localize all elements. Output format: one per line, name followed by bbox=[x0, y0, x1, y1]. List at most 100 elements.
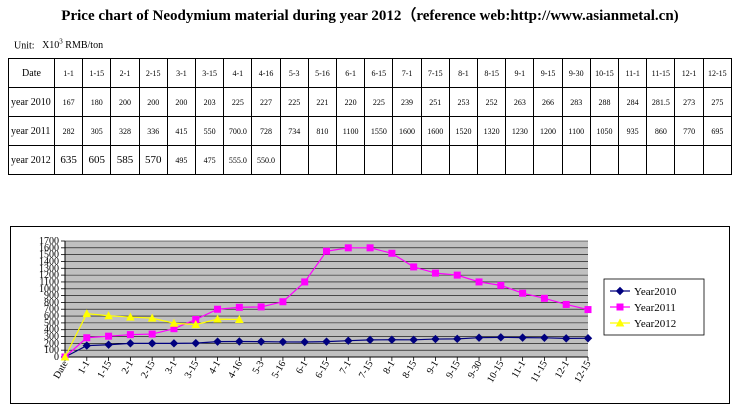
table-cell: 1050 bbox=[589, 116, 620, 146]
x-tick-label: 12-15 bbox=[572, 359, 593, 385]
y-tick-label: 1000 bbox=[39, 284, 59, 295]
table-row: year 2012 635 605 585 570 495 475 555.0 550.0 bbox=[8, 145, 733, 175]
table-cell: 555.0 bbox=[223, 145, 253, 175]
date-cell: 7-15 bbox=[420, 58, 450, 88]
unit-prefix: Unit: bbox=[14, 40, 35, 52]
data-point bbox=[344, 244, 352, 252]
table-cell: 1320 bbox=[477, 116, 507, 146]
data-point bbox=[301, 278, 309, 286]
row-label: year 2011 bbox=[8, 116, 55, 146]
date-cell: 7-1 bbox=[392, 58, 422, 88]
table-cell: 695 bbox=[702, 116, 733, 146]
table-cell bbox=[618, 145, 648, 175]
table-cell: 225 bbox=[223, 87, 253, 117]
table-cell: 1600 bbox=[392, 116, 422, 146]
x-tick-label: 2-1 bbox=[120, 359, 136, 376]
unit-value: X103 RMB/ton bbox=[42, 38, 104, 52]
table-cell: 200 bbox=[110, 87, 140, 117]
date-cell: 1-1 bbox=[53, 58, 84, 88]
date-cell: 6-15 bbox=[364, 58, 394, 88]
table-cell: 252 bbox=[477, 87, 507, 117]
data-point bbox=[256, 337, 266, 346]
data-point bbox=[235, 337, 244, 346]
table-cell: 227 bbox=[251, 87, 281, 117]
table-cell: 570 bbox=[138, 145, 168, 175]
table-cell: 263 bbox=[505, 87, 535, 117]
data-point bbox=[213, 337, 222, 346]
row-label: year 2012 bbox=[8, 145, 55, 175]
table-cell: 281.5 bbox=[646, 87, 676, 117]
date-cell: 8-15 bbox=[477, 58, 507, 88]
data-point bbox=[105, 332, 113, 340]
x-tick-label: 2-15 bbox=[139, 359, 158, 380]
data-point bbox=[235, 303, 243, 311]
data-point bbox=[191, 338, 200, 348]
table-row: year 2010 167 180 200 200 200 203 225 227 225 221 2… bbox=[8, 87, 733, 117]
y-tick-label: 500 bbox=[44, 318, 59, 329]
data-point bbox=[519, 289, 527, 297]
table-cell: 1200 bbox=[533, 116, 563, 146]
date-cell: 3-15 bbox=[195, 58, 225, 88]
data-point bbox=[257, 303, 265, 311]
data-point bbox=[169, 318, 179, 327]
data-point bbox=[366, 244, 374, 252]
table-cell bbox=[364, 145, 394, 175]
data-point bbox=[562, 334, 571, 343]
table-cell: 1550 bbox=[364, 116, 394, 146]
x-tick-label: 9-1 bbox=[425, 359, 441, 376]
data-point bbox=[104, 311, 113, 320]
table-cell: 221 bbox=[307, 87, 338, 117]
data-point bbox=[126, 331, 134, 339]
price-line-chart: 0100200300400500600700800900100011001200… bbox=[39, 236, 705, 385]
table-cell bbox=[702, 145, 733, 175]
table-cell: 251 bbox=[420, 87, 450, 117]
data-point bbox=[191, 320, 201, 329]
date-cell: 5-3 bbox=[279, 58, 309, 88]
table-cell bbox=[533, 145, 563, 175]
table-cell: 203 bbox=[195, 87, 225, 117]
date-cell: 12-1 bbox=[674, 58, 704, 88]
table-cell: 935 bbox=[618, 116, 648, 146]
y-tick-label: 400 bbox=[44, 325, 59, 336]
data-point bbox=[169, 339, 179, 348]
data-point bbox=[497, 281, 505, 289]
data-point bbox=[410, 263, 418, 271]
data-point bbox=[147, 339, 157, 348]
table-cell: 305 bbox=[82, 116, 112, 146]
table-cell: 700.0 bbox=[223, 116, 253, 146]
date-cell: 2-15 bbox=[138, 58, 168, 88]
price-table: Date 1-1 1-15 2-1 2-15 3-1 3-15 4-1 4-16 5-3 5-16 6… bbox=[8, 58, 733, 175]
table-cell: 475 bbox=[195, 145, 225, 175]
data-point bbox=[540, 333, 549, 342]
table-cell bbox=[392, 145, 422, 175]
date-header: Date bbox=[8, 58, 55, 88]
table-cell: 728 bbox=[251, 116, 281, 146]
data-point bbox=[496, 333, 506, 342]
x-tick-label: 3-1 bbox=[163, 359, 179, 376]
data-point bbox=[388, 249, 396, 257]
data-point bbox=[453, 271, 461, 279]
x-tick-label: 12-1 bbox=[553, 359, 572, 380]
x-tick-label: 5-16 bbox=[270, 359, 289, 380]
table-cell: 239 bbox=[392, 87, 422, 117]
data-point bbox=[234, 314, 244, 323]
table-cell: 495 bbox=[166, 145, 197, 175]
table-cell: 225 bbox=[364, 87, 394, 117]
legend-label: Year2010 bbox=[634, 286, 677, 298]
date-cell: 5-16 bbox=[307, 58, 338, 88]
data-point bbox=[126, 339, 135, 348]
date-cell: 9-1 bbox=[505, 58, 535, 88]
x-tick-label: 9-15 bbox=[444, 359, 463, 380]
table-row: year 2011 282 305 328 336 415 550 700.0 728 734 81… bbox=[8, 116, 733, 146]
y-tick-label: 300 bbox=[44, 332, 59, 343]
table-cell: 180 bbox=[82, 87, 112, 117]
table-cell bbox=[674, 145, 704, 175]
x-tick-label: 4-16 bbox=[226, 359, 245, 380]
data-point bbox=[616, 303, 624, 311]
data-point bbox=[278, 337, 288, 347]
date-cell: 1-15 bbox=[82, 58, 112, 88]
y-tick-label: 1200 bbox=[39, 270, 59, 281]
table-cell: 275 bbox=[702, 87, 733, 117]
y-tick-label: 1700 bbox=[39, 236, 59, 247]
x-tick-label: 11-1 bbox=[510, 359, 529, 380]
